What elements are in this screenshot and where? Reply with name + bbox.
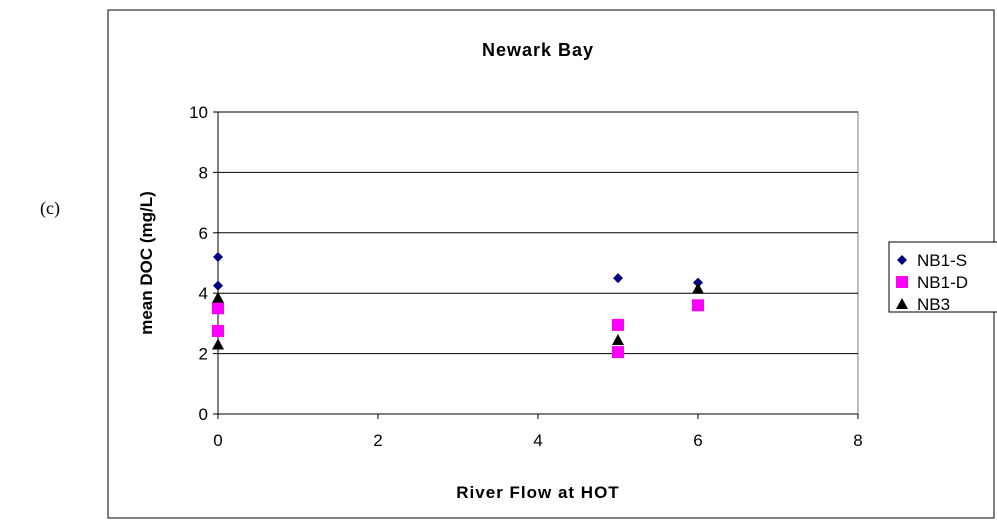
x-tick-label-3: 6 bbox=[693, 431, 702, 450]
y-tick-label-4: 8 bbox=[199, 163, 208, 182]
point-nb1-s-0 bbox=[213, 251, 223, 262]
panel-label: (c) bbox=[40, 198, 60, 218]
point-nb3-3 bbox=[692, 282, 704, 294]
x-tick-label-0: 0 bbox=[213, 431, 222, 450]
x-axis-title: River Flow at HOT bbox=[456, 483, 619, 502]
x-tick-label-1: 2 bbox=[373, 431, 382, 450]
y-tick-label-2: 4 bbox=[199, 284, 208, 303]
y-tick-label-0: 0 bbox=[199, 405, 208, 424]
legend-label-nb1-d: NB1-D bbox=[917, 273, 968, 292]
y-tick-label-1: 2 bbox=[199, 345, 208, 364]
point-nb1-s-1 bbox=[213, 280, 223, 291]
plot-area bbox=[217, 111, 859, 415]
legend-label-nb3: NB3 bbox=[917, 295, 950, 314]
y-tick-label-5: 10 bbox=[189, 103, 208, 122]
y-axis-title: mean DOC (mg/L) bbox=[137, 191, 156, 335]
point-nb1-d-0 bbox=[212, 302, 224, 315]
grid-lines bbox=[218, 111, 858, 355]
point-nb1-d-2 bbox=[612, 318, 624, 331]
legend: NB1-S NB1-D NB3 bbox=[888, 241, 997, 314]
x-tick-label-4: 8 bbox=[853, 431, 862, 450]
chart-title: Newark Bay bbox=[482, 40, 594, 60]
point-nb1-s-3 bbox=[693, 277, 703, 288]
legend-marker-nb1-s bbox=[897, 255, 907, 265]
data-points bbox=[212, 251, 704, 359]
axis-ticks: 0 2 4 6 8 10 0 2 4 6 8 bbox=[189, 103, 863, 450]
legend-marker-nb1-d bbox=[896, 276, 908, 288]
point-nb1-d-3 bbox=[612, 346, 624, 359]
legend-marker-nb3 bbox=[896, 298, 908, 309]
point-nb1-s-2 bbox=[613, 273, 623, 284]
y-tick-label-3: 6 bbox=[199, 224, 208, 243]
point-nb3-1 bbox=[212, 338, 224, 350]
point-nb3-0 bbox=[212, 291, 224, 303]
point-nb3-2 bbox=[612, 334, 624, 346]
x-tick-label-2: 4 bbox=[533, 431, 542, 450]
point-nb1-d-4 bbox=[692, 299, 704, 312]
point-nb1-d-1 bbox=[212, 324, 224, 337]
legend-label-nb1-s: NB1-S bbox=[917, 251, 967, 270]
